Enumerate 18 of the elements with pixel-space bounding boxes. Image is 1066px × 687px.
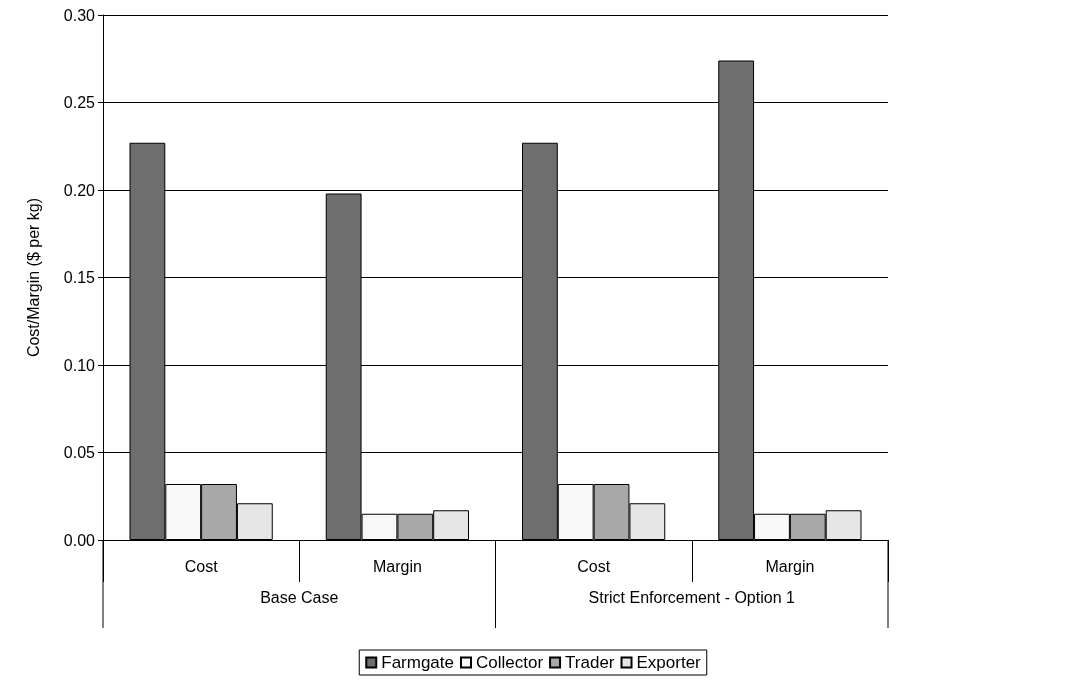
- x-tick-label: Margin: [372, 557, 422, 575]
- y-axis-title: Cost/Margin ($ per kg): [24, 197, 42, 358]
- legend-label: Collector: [475, 653, 544, 672]
- y-tick-label: 0.00: [63, 531, 96, 549]
- y-tick-label: 0.10: [63, 356, 96, 374]
- y-tick-label: 0.25: [63, 94, 96, 111]
- text: Base Case: [260, 588, 339, 606]
- text: Strict Enforcement - Option 1: [588, 588, 795, 606]
- legend-label: Farmgate: [381, 653, 454, 672]
- legend-label: Exporter: [636, 653, 702, 672]
- legend-label: Trader: [565, 653, 615, 672]
- y-tick-label: 0.30: [63, 6, 96, 24]
- y-tick-label: 0.15: [63, 269, 96, 286]
- x-tick-label: Margin: [765, 557, 815, 575]
- y-tick-label: 0.20: [63, 181, 96, 199]
- x-tick-label: Cost: [577, 557, 611, 575]
- y-tick-label: 0.05: [63, 444, 96, 461]
- x-tick-label: Cost: [184, 557, 219, 575]
